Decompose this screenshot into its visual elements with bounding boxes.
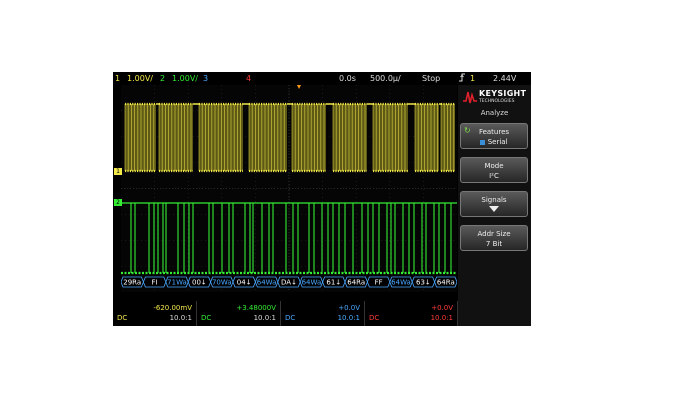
decode-packet-frame: [389, 276, 413, 288]
decode-packet-frame: [120, 276, 144, 288]
decode-packet-label: 64Ra: [437, 279, 455, 287]
ch2-offset: +3.48000V: [236, 304, 276, 312]
serial-decode-bar: 29Ra FI 71Wa 00↓ 70Wa 04↓ 64Wa DA↓ 64Wa 61↓ 64Ra FF…: [120, 276, 458, 288]
decode-packet-frame: [187, 276, 212, 288]
ch2-coupling: DC: [201, 314, 212, 322]
decode-packet-frame: [344, 276, 368, 288]
decode-packet-label: FF: [375, 279, 383, 287]
brand-sub: TECHNOLOGIES: [479, 99, 515, 104]
decode-packet-label: 64Wa: [257, 279, 277, 287]
keysight-wave-icon: [463, 91, 477, 104]
run-state[interactable]: Stop: [422, 74, 441, 83]
brand-name: KEYSIGHT: [479, 89, 527, 98]
ch1-ground-marker[interactable]: 1: [114, 168, 122, 175]
ch3-probe: 10.0:1: [337, 314, 360, 322]
ch1-burst: [441, 104, 455, 171]
trigger-position-marker: [297, 85, 301, 89]
signals-softkey[interactable]: Signals: [460, 191, 528, 217]
decode-packet-frame: [299, 276, 324, 288]
features-value: Serial: [487, 138, 508, 146]
addr-size-label: Addr Size: [477, 230, 511, 238]
ch1-burst: [373, 104, 408, 171]
features-label: Features: [478, 128, 510, 136]
ch1-burst: [415, 104, 439, 171]
decode-packet-frame: [277, 276, 301, 288]
ch1-burst: [199, 104, 243, 171]
waveform-display: 29Ra FI 71Wa 00↓ 70Wa 04↓ 64Wa DA↓ 64Wa 61↓ 64Ra FF…: [120, 85, 458, 292]
ch4-probe: 10.0:1: [430, 314, 453, 322]
decode-packet-label: 64Ra: [347, 279, 365, 287]
decode-packet-frame: [322, 276, 346, 288]
softkey-panel: KEYSIGHT TECHNOLOGIES Analyze ↻ Features…: [458, 85, 531, 326]
ch2-probe: 10.0:1: [253, 314, 276, 322]
channel-info-bar: -620.00mV DC 10.0:1 +3.48000V DC 10.0:1 …: [113, 301, 458, 326]
ch1-coupling: DC: [117, 314, 128, 322]
ch3-label[interactable]: 3: [203, 74, 209, 83]
oscilloscope-screen: 1 1.00V/ 2 1.00V/ 3 4 0.0s 500.0µ/ Stop …: [113, 72, 531, 326]
ch1-burst: [159, 104, 193, 171]
decode-packet-label: 61↓: [326, 279, 341, 287]
ch2-scale[interactable]: 1.00V/: [172, 74, 198, 83]
rotate-knob-icon: ↻: [464, 126, 471, 135]
status-bar: 1 1.00V/ 2 1.00V/ 3 4 0.0s 500.0µ/ Stop …: [113, 72, 531, 85]
decode-packet-label: 29Ra: [123, 279, 141, 287]
ch2-info[interactable]: +3.48000V DC 10.0:1: [197, 301, 281, 326]
ch1-probe: 10.0:1: [169, 314, 192, 322]
decode-packet-label: DA↓: [281, 279, 297, 287]
decode-packet-frame: [165, 276, 189, 288]
ch1-offset: -620.00mV: [153, 304, 192, 312]
decode-packet-label: 00↓: [192, 279, 207, 287]
decode-packet-label: 70Wa: [212, 279, 232, 287]
decode-packet-label: FI: [152, 279, 158, 287]
ch1-info[interactable]: -620.00mV DC 10.0:1: [113, 301, 197, 326]
decode-packet-frame: [210, 276, 234, 288]
decode-packet-frame: [232, 276, 256, 288]
decode-packet-frame: [142, 276, 167, 288]
decode-packet-label: 71Wa: [167, 279, 187, 287]
ch3-coupling: DC: [285, 314, 296, 322]
ch1-burst: [125, 104, 156, 171]
mode-softkey[interactable]: Mode I²C: [460, 157, 528, 183]
ch1-scale[interactable]: 1.00V/: [127, 74, 153, 83]
addr-size-softkey[interactable]: Addr Size 7 Bit: [460, 225, 528, 251]
decode-packet-frame: [366, 276, 391, 288]
ch4-label[interactable]: 4: [246, 74, 252, 83]
decode-packet-frame: [434, 276, 458, 288]
ch3-info[interactable]: +0.0V DC 10.0:1: [281, 301, 365, 326]
addr-size-value: 7 Bit: [485, 240, 503, 248]
decode-packet-frame: [411, 276, 436, 288]
checkbox-icon: [480, 139, 486, 145]
ch1-burst: [292, 104, 326, 171]
ch1-label[interactable]: 1: [115, 74, 121, 83]
decode-packet-label: 64Wa: [391, 279, 411, 287]
time-position[interactable]: 0.0s: [339, 74, 356, 83]
ch2-ground-marker[interactable]: 2: [114, 199, 122, 206]
ch4-coupling: DC: [369, 314, 380, 322]
signals-label: Signals: [481, 196, 507, 204]
menu-title: Analyze: [480, 109, 509, 117]
waveform-grid[interactable]: 29Ra FI 71Wa 00↓ 70Wa 04↓ 64Wa DA↓ 64Wa 61↓ 64Ra FF…: [120, 85, 458, 292]
decode-packet-label: 04↓: [237, 279, 252, 287]
mode-label: Mode: [484, 162, 504, 170]
decode-packet-label: 63↓: [416, 279, 431, 287]
ch1-burst: [333, 104, 367, 171]
ch2-label[interactable]: 2: [160, 74, 166, 83]
ch4-offset: +0.0V: [431, 304, 453, 312]
trigger-level[interactable]: 2.44V: [493, 74, 517, 83]
features-softkey[interactable]: ↻ Features Serial: [460, 123, 528, 149]
ch2-waveform: [121, 202, 457, 275]
decode-packet-frame: [254, 276, 279, 288]
ch4-info[interactable]: +0.0V DC 10.0:1: [365, 301, 458, 326]
decode-packet-label: 64Wa: [302, 279, 322, 287]
ch3-offset: +0.0V: [338, 304, 360, 312]
time-scale[interactable]: 500.0µ/: [370, 74, 401, 83]
down-arrow-icon: [461, 205, 527, 216]
trigger-edge-icon: [458, 72, 466, 87]
mode-value: I²C: [489, 172, 499, 180]
ch1-waveform: [124, 102, 455, 173]
features-value-row: Serial: [461, 137, 527, 147]
keysight-logo: KEYSIGHT TECHNOLOGIES: [461, 87, 529, 107]
trigger-channel: 1: [470, 74, 476, 83]
